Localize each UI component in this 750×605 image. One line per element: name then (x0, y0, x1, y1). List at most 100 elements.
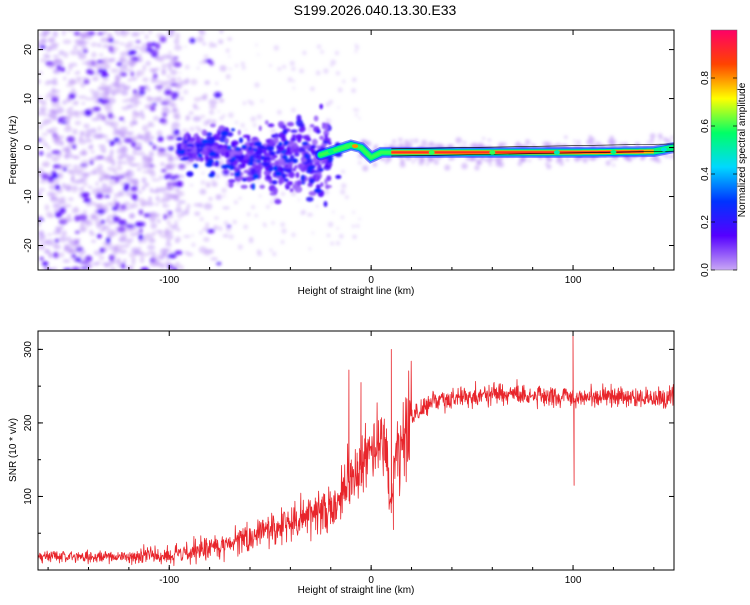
spectrogram-blob (168, 224, 173, 229)
spectrogram-blob (131, 141, 136, 148)
spectrogram-blob (276, 144, 280, 150)
spectrogram-blob (297, 137, 302, 143)
spectrogram-blob (96, 261, 101, 265)
spectrogram-blob (149, 215, 157, 223)
spectrogram-blob (461, 162, 468, 170)
spectrogram-blob (73, 45, 78, 50)
spectrogram-blob (242, 134, 251, 138)
spectrogram-blob (155, 195, 160, 201)
spectrogram-blob (410, 139, 414, 143)
spectrogram-blob (50, 196, 58, 200)
spectrogram-blob (316, 129, 321, 134)
spectrogram-blob (94, 63, 102, 70)
spectrogram-blob (51, 113, 57, 119)
spectrogram-blob (51, 101, 61, 108)
spectrogram-blob (71, 187, 78, 193)
spectrogram-blob (161, 68, 166, 74)
spectrogram-blob (81, 102, 86, 105)
spectrogram-blob (209, 104, 217, 110)
spectrogram-blob (531, 143, 535, 147)
spectrogram-blob (116, 82, 120, 89)
spectrogram-blob (202, 42, 206, 46)
spectrogram-blob (69, 49, 79, 56)
spectrogram-blob (330, 59, 337, 66)
spectrogram-blob (63, 167, 67, 172)
spectrogram-blob (214, 145, 218, 150)
spectrogram-blob (199, 188, 207, 195)
spectrogram-blob (142, 64, 146, 72)
spectrogram-y-axis-label: Frequency (Hz) (8, 116, 19, 185)
spectrogram-blob (291, 107, 296, 113)
spectrogram-blob (167, 253, 177, 259)
spectrogram-blob (107, 166, 115, 172)
spectrogram-blob (142, 163, 150, 167)
spectrogram-blob (126, 104, 135, 109)
spectrogram-blob (52, 231, 58, 235)
spectrogram-blob (358, 217, 361, 221)
spectrogram-blob (47, 63, 54, 69)
spectrogram-blob (252, 123, 257, 128)
spectrogram-blob (131, 193, 138, 200)
spectrogram-blob (255, 165, 263, 172)
spectrogram-blob (228, 159, 236, 163)
spectrogram-blob (89, 89, 95, 92)
spectrogram-blob (131, 257, 136, 264)
spectrogram-blob (38, 107, 48, 111)
spectrogram-blob (82, 260, 91, 263)
spectrogram-blob (144, 104, 151, 109)
spectrogram-blob (203, 203, 213, 210)
spectrogram-blob (208, 197, 213, 201)
spectrogram-blob (242, 101, 247, 105)
spectrogram-blob (334, 50, 339, 56)
spectrogram-blob (278, 178, 282, 186)
spectrogram-blob (115, 30, 123, 36)
spectrogram-blob (247, 99, 251, 103)
spectrogram-blob (233, 167, 239, 173)
spectrogram-blob (546, 164, 552, 170)
spectrogram-blob (228, 234, 234, 240)
spectrogram-blob (211, 119, 217, 125)
spectrogram-blob (86, 61, 95, 68)
spectrogram-blob (222, 114, 226, 118)
spectrogram-blob (147, 124, 155, 128)
spectrogram-blob (326, 185, 332, 188)
spectrogram-blob (131, 263, 136, 266)
spectrogram-blob (649, 133, 656, 139)
spectrogram-blob (528, 159, 531, 163)
spectrogram-blob (297, 163, 304, 170)
spectrogram-blob (119, 42, 125, 46)
spectrogram-blob (201, 171, 205, 175)
spectrogram-blob (287, 181, 294, 185)
spectrogram-blob (103, 104, 109, 110)
spectrogram-blob (121, 227, 130, 233)
spectrogram-blob (241, 177, 248, 182)
spectrogram-blob (54, 211, 63, 218)
spectrogram-blob (75, 169, 84, 176)
spectrogram-blob (356, 224, 360, 228)
spectrogram-blob (51, 150, 61, 155)
spectrogram-blob (84, 97, 94, 101)
spectrogram-blob (172, 267, 178, 270)
spectrogram-blob (221, 164, 229, 169)
spectrogram-blob (122, 87, 130, 91)
spectrogram-blob (191, 234, 194, 237)
spectrogram-blob (83, 133, 93, 137)
spectrogram-blob (217, 226, 223, 232)
spectrogram-blob (277, 67, 282, 71)
spectrogram-y-tick-label: 0 (23, 144, 34, 150)
spectrogram-blob (201, 129, 208, 137)
spectrogram-blob (184, 134, 188, 141)
spectrogram-blob (476, 160, 481, 166)
spectrogram-blob (588, 137, 596, 144)
spectrogram-blob (319, 103, 324, 110)
spectrogram-blob (157, 136, 164, 142)
spectrogram-blob (171, 181, 177, 187)
spectrogram-blob (211, 60, 215, 64)
spectrogram-blob (42, 261, 49, 267)
spectrogram-blob (197, 165, 201, 168)
spectrogram-blob (59, 60, 64, 68)
spectrogram-blob (78, 188, 83, 191)
spectrogram-blob (421, 139, 428, 146)
spectrogram-blob (238, 196, 242, 200)
spectrogram-blob (271, 221, 275, 225)
